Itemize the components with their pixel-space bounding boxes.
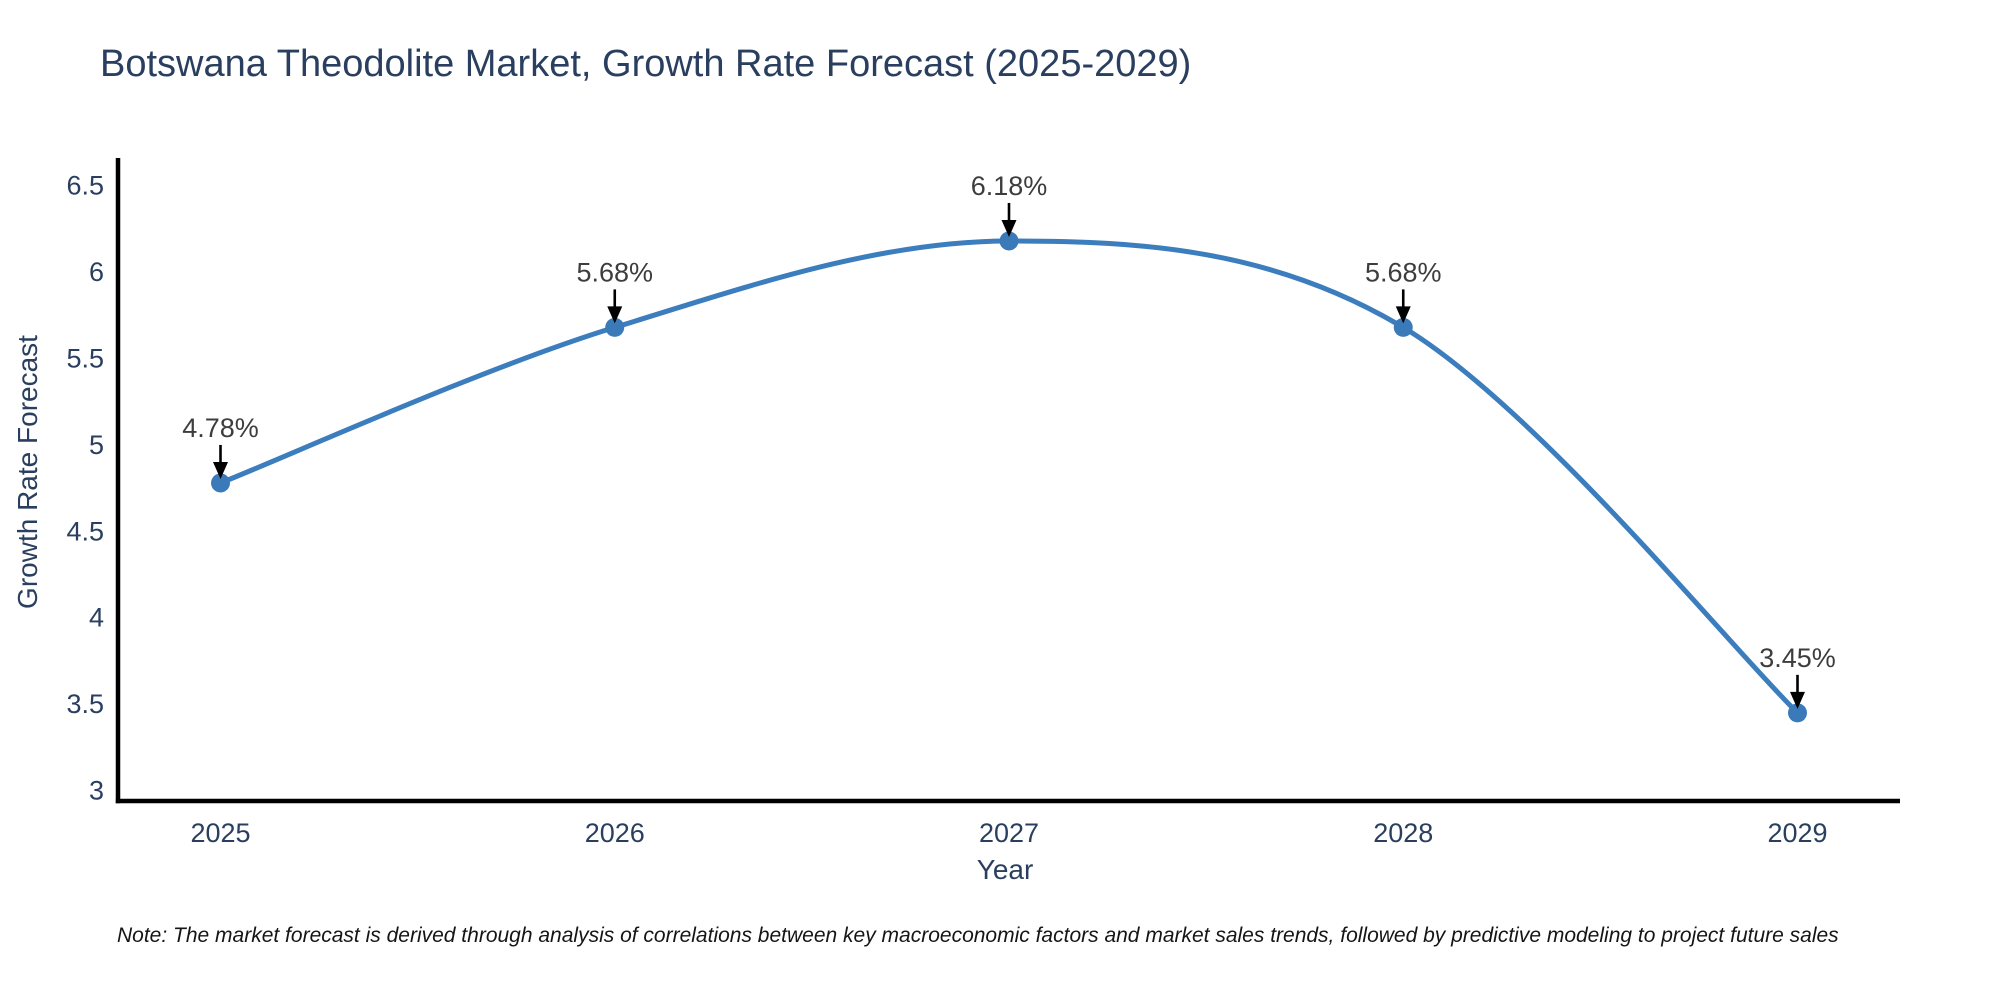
annotation-arrowhead-icon <box>1395 306 1411 324</box>
data-point-marker <box>1393 317 1413 337</box>
point-annotation-label: 3.45% <box>1759 643 1836 673</box>
point-annotation-label: 6.18% <box>971 171 1048 201</box>
forecast-line <box>218 238 1800 716</box>
y-tick-label: 5.5 <box>66 343 104 373</box>
annotation-arrowhead-icon <box>1001 219 1017 237</box>
annotation-arrowhead-icon <box>213 461 229 479</box>
x-tick-label: 2025 <box>190 818 250 848</box>
y-tick-label: 3.5 <box>66 689 104 719</box>
chart-title: Botswana Theodolite Market, Growth Rate … <box>100 43 1192 85</box>
data-point-marker <box>605 317 625 337</box>
y-tick-label: 6.5 <box>66 171 104 201</box>
data-point-marker <box>1787 703 1807 723</box>
x-tick-label: 2028 <box>1373 818 1433 848</box>
data-point-marker <box>999 231 1019 251</box>
annotation-arrowhead-icon <box>607 306 623 324</box>
y-tick-label: 4 <box>89 603 104 633</box>
point-annotation-label: 5.68% <box>1365 257 1442 287</box>
x-axis-title: Year <box>976 854 1034 885</box>
footnote: Note: The market forecast is derived thr… <box>117 924 1839 947</box>
y-tick-label: 4.5 <box>66 516 104 546</box>
data-point-marker <box>211 473 231 493</box>
x-tick-label: 2027 <box>979 818 1039 848</box>
point-annotation-label: 4.78% <box>182 413 259 443</box>
y-tick-label: 5 <box>89 430 104 460</box>
annotation-arrowhead-icon <box>1789 691 1805 709</box>
y-tick-label: 6 <box>89 257 104 287</box>
point-annotation-label: 5.68% <box>576 257 653 287</box>
x-tick-label: 2029 <box>1767 818 1827 848</box>
y-tick-label: 3 <box>89 776 104 806</box>
x-tick-label: 2026 <box>585 818 645 848</box>
